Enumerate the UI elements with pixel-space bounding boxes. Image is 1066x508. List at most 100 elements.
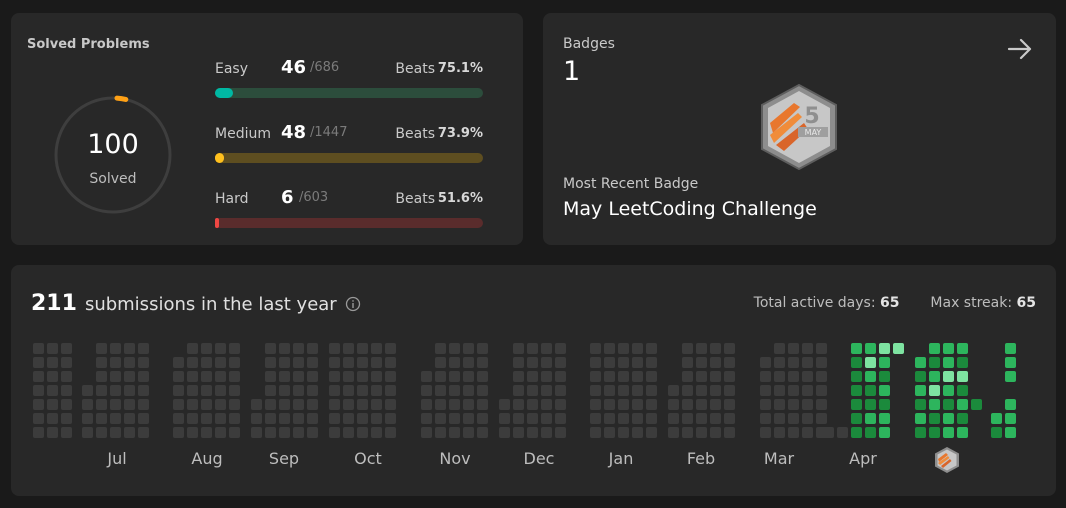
heatmap-day-cell xyxy=(124,413,135,424)
heatmap-day-cell xyxy=(929,427,940,438)
heatmap-day-cell xyxy=(124,357,135,368)
heatmap-day-cell xyxy=(929,399,940,410)
heatmap-day-cell xyxy=(449,357,460,368)
heatmap-day-cell xyxy=(893,343,904,354)
info-icon[interactable] xyxy=(345,296,361,312)
heatmap-day-cell xyxy=(371,357,382,368)
submissions-text: submissions in the last year xyxy=(84,294,337,315)
badges-card[interactable]: Badges 1 5 MAY Most Recent Badge May Lee… xyxy=(543,13,1056,245)
heatmap-day-cell xyxy=(33,343,44,354)
heatmap-day-cell xyxy=(307,357,318,368)
heatmap-day-cell xyxy=(343,371,354,382)
heatmap-day-cell xyxy=(668,427,679,438)
heatmap-day-cell xyxy=(251,399,262,410)
heatmap-day-cell xyxy=(47,427,58,438)
heatmap-day-cell xyxy=(421,413,432,424)
heatmap-day-cell xyxy=(138,343,149,354)
badge-marker-icon[interactable] xyxy=(934,446,960,474)
heatmap-day-cell xyxy=(96,385,107,396)
heatmap-day-cell xyxy=(590,427,601,438)
heatmap-day-cell xyxy=(802,385,813,396)
heatmap-day-cell xyxy=(632,399,643,410)
heatmap-day-cell xyxy=(293,371,304,382)
heatmap-day-cell xyxy=(802,371,813,382)
heatmap-day-cell xyxy=(710,343,721,354)
heatmap-day-cell xyxy=(385,427,396,438)
heatmap-day-cell xyxy=(682,385,693,396)
heatmap-day-cell xyxy=(724,427,735,438)
heatmap-day-cell xyxy=(371,413,382,424)
heatmap-day-cell xyxy=(343,413,354,424)
heatmap-day-cell xyxy=(307,385,318,396)
heatmap-day-cell xyxy=(477,413,488,424)
heatmap-day-cell xyxy=(696,371,707,382)
progress-fill xyxy=(215,153,224,163)
heatmap-day-cell xyxy=(187,357,198,368)
heatmap-day-cell xyxy=(421,371,432,382)
heatmap-day-cell xyxy=(865,357,876,368)
heatmap-day-cell xyxy=(293,413,304,424)
heatmap-day-cell xyxy=(879,357,890,368)
heatmap-day-cell xyxy=(527,357,538,368)
heatmap-day-cell xyxy=(61,371,72,382)
heatmap-day-cell xyxy=(47,413,58,424)
may-challenge-badge-icon[interactable]: 5 MAY xyxy=(758,83,840,171)
heatmap-day-cell xyxy=(110,357,121,368)
heatmap-day-cell xyxy=(307,343,318,354)
heatmap-day-cell xyxy=(879,385,890,396)
heatmap-day-cell xyxy=(682,357,693,368)
heatmap-day-cell xyxy=(173,399,184,410)
heatmap-day-cell xyxy=(385,399,396,410)
active-days-value: 65 xyxy=(880,295,900,311)
heatmap-day-cell xyxy=(173,357,184,368)
difficulty-total: /686 xyxy=(310,60,340,75)
heatmap-day-cell xyxy=(851,399,862,410)
heatmap-day-cell xyxy=(124,399,135,410)
heatmap-day-cell xyxy=(329,399,340,410)
heatmap-day-cell xyxy=(682,343,693,354)
heatmap-day-cell xyxy=(435,427,446,438)
heatmap-day-cell xyxy=(279,343,290,354)
heatmap-day-cell xyxy=(187,427,198,438)
arrow-right-icon[interactable] xyxy=(1006,35,1034,63)
heatmap-day-cell xyxy=(555,413,566,424)
heatmap-day-cell xyxy=(590,371,601,382)
heatmap-day-cell xyxy=(138,413,149,424)
heatmap-day-cell xyxy=(943,399,954,410)
heatmap-day-cell xyxy=(215,357,226,368)
heatmap-day-cell xyxy=(590,343,601,354)
heatmap-day-cell xyxy=(357,371,368,382)
heatmap-day-cell xyxy=(788,357,799,368)
heatmap-day-cell xyxy=(879,343,890,354)
heatmap-day-cell xyxy=(229,371,240,382)
heatmap-day-cell xyxy=(802,399,813,410)
heatmap-day-cell xyxy=(915,357,926,368)
heatmap-day-cell xyxy=(110,427,121,438)
heatmap-day-cell xyxy=(943,371,954,382)
heatmap-day-cell xyxy=(865,413,876,424)
heatmap-day-cell xyxy=(774,357,785,368)
heatmap-day-cell xyxy=(943,385,954,396)
heatmap-day-cell xyxy=(943,343,954,354)
heatmap-day-cell xyxy=(527,413,538,424)
heatmap-day-cell xyxy=(477,343,488,354)
heatmap-day-cell xyxy=(47,357,58,368)
heatmap-day-cell xyxy=(696,413,707,424)
heatmap-day-cell xyxy=(632,357,643,368)
heatmap-day-cell xyxy=(668,413,679,424)
badges-label: Badges xyxy=(563,36,615,52)
heatmap-day-cell xyxy=(541,385,552,396)
heatmap-day-cell xyxy=(110,385,121,396)
heatmap-day-cell xyxy=(33,413,44,424)
heatmap-day-cell xyxy=(343,357,354,368)
heatmap-day-cell xyxy=(61,413,72,424)
heatmap-day-cell xyxy=(477,427,488,438)
month-label: Nov xyxy=(439,449,471,468)
heatmap-day-cell xyxy=(696,385,707,396)
heatmap-day-cell xyxy=(138,399,149,410)
heatmap-day-cell xyxy=(774,399,785,410)
heatmap-day-cell xyxy=(760,413,771,424)
heatmap-day-cell xyxy=(618,371,629,382)
heatmap-day-cell xyxy=(279,371,290,382)
heatmap-day-cell xyxy=(435,371,446,382)
